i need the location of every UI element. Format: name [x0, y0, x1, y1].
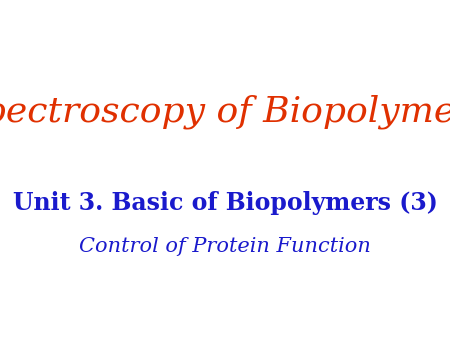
Text: Control of Protein Function: Control of Protein Function	[79, 237, 371, 256]
Text: Spectroscopy of Biopolymers: Spectroscopy of Biopolymers	[0, 94, 450, 129]
Text: Unit 3. Basic of Biopolymers (3): Unit 3. Basic of Biopolymers (3)	[13, 191, 437, 215]
